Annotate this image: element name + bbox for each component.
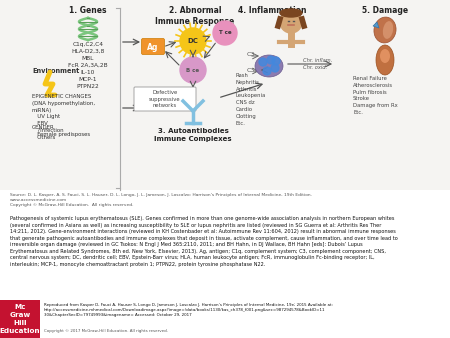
Text: Copyright © 2017 McGraw-Hill Education. All rights reserved.: Copyright © 2017 McGraw-Hill Education. … xyxy=(44,329,168,333)
Circle shape xyxy=(267,56,275,64)
Text: Rash
Nephritis
Arthritis
Leukopenia
CNS dz
Cardio
Clotting
Etc.: Rash Nephritis Arthritis Leukopenia CNS … xyxy=(236,73,266,126)
Ellipse shape xyxy=(376,45,394,75)
Text: Pathogenesis of systemic lupus erythematosus (SLE). Genes confirmed in more than: Pathogenesis of systemic lupus erythemat… xyxy=(10,216,398,267)
Text: C1q,C2,C4
HLA-D2,3,8
MBL
FcR 2A,3A,2B
IL-10
MCP-1
PTPN22: C1q,C2,C4 HLA-D2,3,8 MBL FcR 2A,3A,2B IL… xyxy=(68,42,108,89)
Circle shape xyxy=(263,67,271,75)
Circle shape xyxy=(272,57,280,65)
FancyBboxPatch shape xyxy=(141,39,165,54)
Text: C3a: C3a xyxy=(247,68,259,72)
Ellipse shape xyxy=(255,55,283,77)
Text: 4. Inflammation: 4. Inflammation xyxy=(238,6,306,15)
Circle shape xyxy=(180,28,206,54)
Text: C3: C3 xyxy=(247,52,256,57)
Circle shape xyxy=(271,64,279,72)
Circle shape xyxy=(280,11,302,33)
Circle shape xyxy=(180,57,206,83)
Text: 2. Abnormal
Immune Response: 2. Abnormal Immune Response xyxy=(155,6,234,26)
Text: B ce: B ce xyxy=(186,68,199,72)
Polygon shape xyxy=(373,22,379,28)
Text: Reproduced from Kasper D, Fauci A, Hauser S, Longo D, Jameson J, Loscalzo J. Har: Reproduced from Kasper D, Fauci A, Hause… xyxy=(44,303,333,317)
Text: Ag: Ag xyxy=(147,43,159,51)
Bar xyxy=(0,300,40,338)
Text: DC: DC xyxy=(188,38,198,44)
Text: Renal Failure
Atherosclerosis
Pulm fibrosis
Stroke
Damage from Rx
Etc.: Renal Failure Atherosclerosis Pulm fibro… xyxy=(353,76,398,115)
Text: Source: D. L. Kasper, A. S. Fauci, S. L. Hauser, D. L. Longo, J. L. Jameson, J. : Source: D. L. Kasper, A. S. Fauci, S. L.… xyxy=(10,193,312,208)
Ellipse shape xyxy=(280,9,302,17)
Ellipse shape xyxy=(374,17,396,43)
Text: EPIGENETIC CHANGES
(DNA hypomethylation,
miRNA)
   UV Light
   EBV
   ?Infection: EPIGENETIC CHANGES (DNA hypomethylation,… xyxy=(32,94,95,140)
Ellipse shape xyxy=(380,49,390,63)
Text: Mc
Graw
Hill
Education: Mc Graw Hill Education xyxy=(0,305,40,334)
Text: 5. Damage: 5. Damage xyxy=(362,6,408,15)
Text: 3. Autoantibodies
Immune Complexes: 3. Autoantibodies Immune Complexes xyxy=(154,128,232,142)
Text: Environment: Environment xyxy=(32,68,79,74)
FancyBboxPatch shape xyxy=(134,87,196,111)
Bar xyxy=(0,0,450,190)
Circle shape xyxy=(259,58,267,66)
Text: 1. Genes: 1. Genes xyxy=(69,6,107,15)
Circle shape xyxy=(213,21,237,45)
Text: T ce: T ce xyxy=(219,30,231,35)
Text: GENDER
   Female predisposes: GENDER Female predisposes xyxy=(32,125,90,137)
Text: Defective
suppressive
networks: Defective suppressive networks xyxy=(149,90,181,108)
Ellipse shape xyxy=(383,21,393,39)
Text: Chr. inflam.
Chr. oxid.: Chr. inflam. Chr. oxid. xyxy=(303,58,332,70)
